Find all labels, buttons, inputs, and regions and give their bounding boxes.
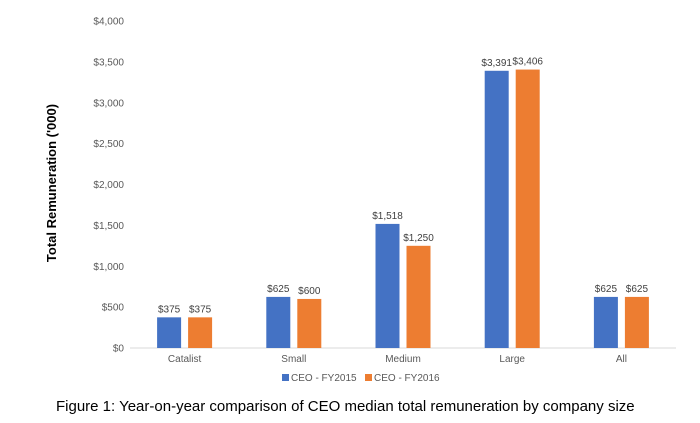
bar-chart: $0 $500 $1,000 $1,500 $2,000 $2,500 $3,000 $3,5… <box>44 17 676 384</box>
chart-container: $0 $500 $1,000 $1,500 $2,000 $2,500 $3,000 $3,5… <box>44 17 676 384</box>
data-label: $1,518 <box>372 211 403 222</box>
bar-large-series-1 <box>484 70 509 348</box>
bar-small-series-1 <box>266 296 291 348</box>
x-category-label: Small <box>281 354 306 365</box>
x-axis-category-labels: Catalist Small Medium Large All <box>168 354 627 365</box>
bar-medium-series-1 <box>375 223 400 348</box>
data-label: $375 <box>189 304 212 315</box>
legend-swatch <box>365 374 372 381</box>
data-label: $625 <box>626 284 649 295</box>
y-tick-label: $4,000 <box>93 17 124 28</box>
y-axis-title: Total Remuneration ('000) <box>44 104 59 262</box>
x-category-label: Catalist <box>168 354 202 365</box>
data-label: $375 <box>158 304 181 315</box>
x-category-label: All <box>616 354 627 365</box>
bar-medium-series-2 <box>406 245 431 348</box>
legend-label: CEO - FY2016 <box>374 373 440 384</box>
bar-all-series-2 <box>624 296 649 348</box>
x-category-label: Large <box>499 354 525 365</box>
y-tick-label: $3,000 <box>93 98 124 109</box>
bar-small-series-2 <box>297 298 322 348</box>
bar-catalist-series-1 <box>157 317 182 348</box>
y-tick-label: $1,000 <box>93 262 124 273</box>
y-tick-label: $0 <box>113 344 125 355</box>
legend-label: CEO - FY2015 <box>291 373 357 384</box>
data-label: $600 <box>298 286 321 297</box>
legend-swatch <box>282 374 289 381</box>
bar-all-series-1 <box>593 296 618 348</box>
y-tick-label: $3,500 <box>93 57 124 68</box>
data-label: $3,391 <box>481 58 512 69</box>
bar-catalist-series-2 <box>188 317 213 348</box>
y-axis-ticks: $0 $500 $1,000 $1,500 $2,000 $2,500 $3,000 $3,5… <box>93 17 124 355</box>
x-category-label: Medium <box>385 354 421 365</box>
bar-large-series-2 <box>515 69 540 348</box>
figure-caption: Figure 1: Year-on-year comparison of CEO… <box>56 398 635 415</box>
data-label: $625 <box>595 284 618 295</box>
bars: $375 $375 $625 $600 $1,518$1,250 $3,391 $3,406… <box>157 57 649 348</box>
y-tick-label: $1,500 <box>93 221 124 232</box>
legend: CEO - FY2015 CEO - FY2016 <box>282 373 440 384</box>
data-label: $625 <box>267 284 290 295</box>
y-tick-label: $500 <box>102 303 125 314</box>
y-tick-label: $2,000 <box>93 180 124 191</box>
y-tick-label: $2,500 <box>93 139 124 150</box>
data-label: $1,250 <box>403 233 434 244</box>
data-label: $3,406 <box>512 57 543 68</box>
